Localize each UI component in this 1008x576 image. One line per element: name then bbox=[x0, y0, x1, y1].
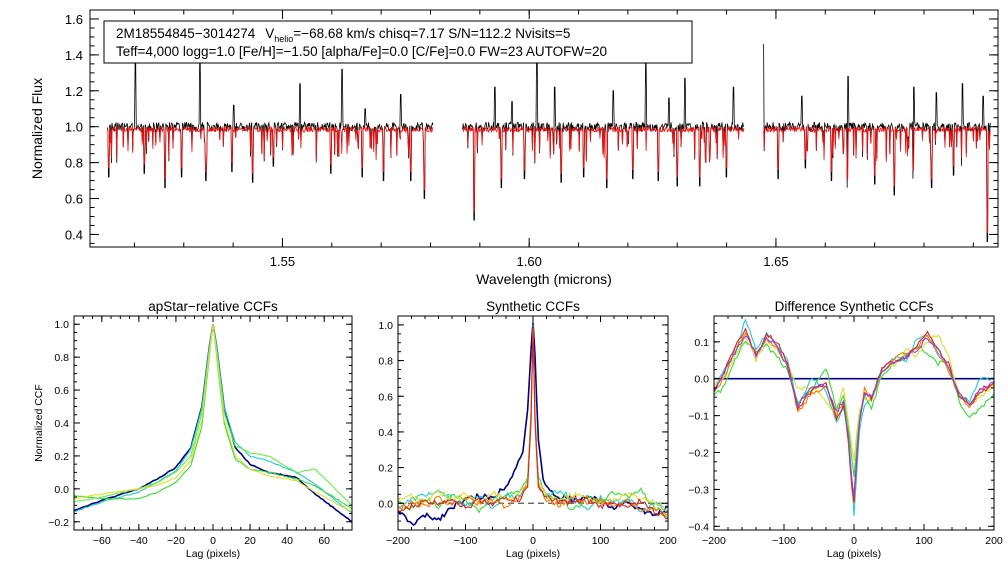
info-v-symbol: V bbox=[265, 26, 274, 41]
y-tick-label: 0.6 bbox=[65, 192, 83, 207]
x-tick-label: 200 bbox=[659, 535, 677, 547]
ccf3-xlabel: Lag (pixels) bbox=[827, 548, 881, 560]
x-tick-label: −200 bbox=[702, 535, 726, 547]
ccf3-plot-area bbox=[714, 318, 994, 516]
y-tick-label: 0.8 bbox=[54, 352, 69, 364]
spectrum-panel: 1.55 1.60 1.65 0.4 0.6 0.8 1.0 1.2 1.4 1.6 Wavelen… bbox=[29, 9, 999, 287]
model-spectrum-segment bbox=[462, 125, 745, 212]
x-tick-label: −20 bbox=[167, 535, 185, 547]
y-tick-label: 0.0 bbox=[378, 498, 393, 510]
spectrum-ylabel: Normalized Flux bbox=[29, 78, 45, 179]
info-box-frame bbox=[103, 20, 693, 64]
y-tick-label: 0.8 bbox=[378, 356, 393, 368]
x-tick-label: 0 bbox=[530, 535, 536, 547]
spectrum-xlabel: Wavelength (microns) bbox=[476, 271, 612, 287]
ccf3-series-purple bbox=[714, 335, 994, 497]
y-tick-label: 0.4 bbox=[54, 418, 69, 430]
y-tick-label: 1.4 bbox=[65, 48, 83, 63]
ccf3-series-red bbox=[714, 327, 994, 503]
ccf1-title: apStar−relative CCFs bbox=[148, 299, 278, 314]
x-tick-label: 1.55 bbox=[270, 254, 295, 269]
ccf2-series-red bbox=[398, 326, 668, 520]
ccf2-plot-area bbox=[398, 322, 668, 527]
x-tick-label: 20 bbox=[244, 535, 256, 547]
y-tick-label: 1.2 bbox=[65, 84, 83, 99]
y-tick-label: 0.4 bbox=[65, 227, 83, 242]
ccf-panel-difference: −200 −100 0 100 200 −0.4 −0.3 −0.2 −0.1 0.0 0.1 Dif… bbox=[688, 299, 1003, 560]
y-tick-label: 0.2 bbox=[54, 451, 69, 463]
x-tick-label: 1.60 bbox=[517, 254, 542, 269]
ccf2-xlabel: Lag (pixels) bbox=[506, 548, 560, 560]
x-tick-label: −100 bbox=[772, 535, 796, 547]
ccf-panel-synthetic: −200 −100 0 100 200 0.0 0.2 0.4 0.6 0.8 1.0 Synthet… bbox=[378, 299, 677, 560]
info-v-subscript: helio bbox=[274, 34, 293, 44]
model-spectrum-segment bbox=[763, 125, 991, 234]
x-tick-label: 0 bbox=[210, 535, 216, 547]
info-star-id: 2M18554845−3014274 bbox=[116, 26, 256, 41]
y-tick-label: 0.8 bbox=[65, 156, 83, 171]
x-tick-label: 100 bbox=[915, 535, 933, 547]
ccf1-plot-area bbox=[74, 323, 352, 523]
y-tick-label: −0.4 bbox=[688, 521, 709, 533]
y-tick-label: −0.1 bbox=[688, 411, 709, 423]
info-box: 2M18554845−3014274 Vhelio=−68.68 km/s chi… bbox=[103, 20, 693, 64]
ccf1-series-yellow bbox=[74, 324, 352, 513]
ccf1-series-green bbox=[74, 323, 352, 510]
spectrum-axes-frame bbox=[89, 9, 999, 248]
ccf1-xlabel: Lag (pixels) bbox=[186, 548, 240, 560]
y-tick-label: −0.3 bbox=[688, 484, 709, 496]
ccf-panel-apstar: −60 −40 −20 0 20 40 60 −0.2 0.0 0.2 0.4 0.6 0.8 1.0 ap… bbox=[33, 299, 353, 560]
ccf2-title: Synthetic CCFs bbox=[486, 299, 580, 314]
y-tick-label: 0.1 bbox=[694, 337, 709, 349]
y-tick-label: 1.0 bbox=[54, 319, 69, 331]
model-spectrum-segment bbox=[106, 125, 434, 190]
ccf3-title: Difference Synthetic CCFs bbox=[775, 299, 934, 314]
x-tick-label: 40 bbox=[281, 535, 293, 547]
x-tick-label: −200 bbox=[386, 535, 410, 547]
y-tick-label: 1.6 bbox=[65, 12, 83, 27]
y-tick-label: 0.6 bbox=[378, 391, 393, 403]
info-values: =−68.68 km/s chisq=7.17 S/N=112.2 Nvisit… bbox=[293, 26, 570, 41]
x-tick-label: 200 bbox=[985, 535, 1003, 547]
y-tick-label: 1.0 bbox=[65, 120, 83, 135]
y-tick-label: −0.2 bbox=[48, 517, 69, 529]
y-tick-label: 0.6 bbox=[54, 385, 69, 397]
y-tick-label: −0.2 bbox=[688, 448, 709, 460]
ccf3-series-yellow bbox=[714, 334, 994, 461]
y-tick-label: 1.0 bbox=[378, 320, 393, 332]
y-tick-label: 0.4 bbox=[378, 427, 393, 439]
x-tick-label: −100 bbox=[454, 535, 478, 547]
ccf1-ylabel: Normalized CCF bbox=[33, 384, 45, 462]
y-tick-label: 0.2 bbox=[378, 463, 393, 475]
x-tick-label: 1.65 bbox=[763, 254, 788, 269]
y-tick-label: 0.0 bbox=[694, 374, 709, 386]
y-tick-label: 0.0 bbox=[54, 484, 69, 496]
x-tick-label: −40 bbox=[130, 535, 148, 547]
info-line-1: 2M18554845−3014274 Vhelio=−68.68 km/s chi… bbox=[116, 26, 570, 44]
x-tick-label: 60 bbox=[318, 535, 330, 547]
spectrum-plot-area bbox=[106, 44, 991, 243]
x-tick-label: −60 bbox=[93, 535, 111, 547]
x-tick-label: 0 bbox=[851, 535, 857, 547]
x-tick-label: 100 bbox=[592, 535, 610, 547]
info-line-2: Teff=4,000 logg=1.0 [Fe/H]=−1.50 [alpha/… bbox=[116, 44, 607, 59]
